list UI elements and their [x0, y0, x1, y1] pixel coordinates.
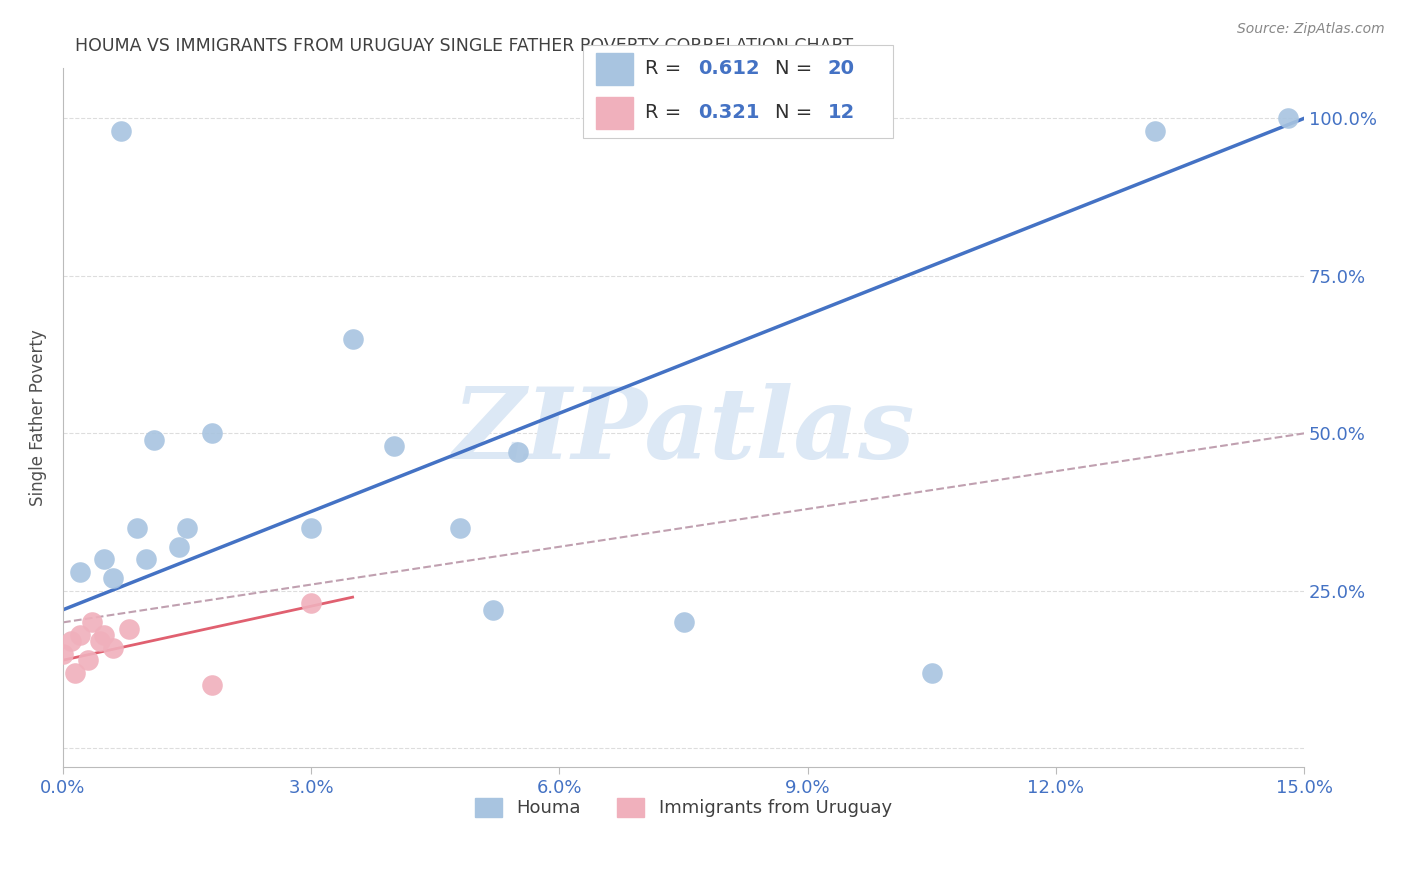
Bar	[596, 53, 633, 85]
Point	[167, 540, 190, 554]
Text: 0.612: 0.612	[697, 60, 759, 78]
Y-axis label: Single Father Poverty: Single Father Poverty	[30, 329, 46, 506]
Text: ZIPatlas: ZIPatlas	[453, 384, 915, 480]
Point	[506, 445, 529, 459]
Point	[118, 622, 141, 636]
FancyBboxPatch shape	[583, 45, 893, 138]
Point	[299, 597, 322, 611]
Text: 12: 12	[828, 103, 855, 121]
Bar	[596, 97, 633, 129]
Legend: Houma, Immigrants from Uruguay: Houma, Immigrants from Uruguay	[468, 791, 900, 825]
Point	[672, 615, 695, 630]
Point	[382, 439, 405, 453]
Point	[482, 603, 505, 617]
Point	[1277, 112, 1299, 126]
Point	[69, 565, 91, 579]
Point	[101, 640, 124, 655]
Text: HOUMA VS IMMIGRANTS FROM URUGUAY SINGLE FATHER POVERTY CORRELATION CHART: HOUMA VS IMMIGRANTS FROM URUGUAY SINGLE …	[76, 37, 853, 55]
Point	[60, 634, 83, 648]
Text: 0.321: 0.321	[697, 103, 759, 121]
Text: R =: R =	[645, 60, 688, 78]
Point	[110, 124, 132, 138]
Point	[65, 665, 87, 680]
Point	[101, 571, 124, 585]
Text: 20: 20	[828, 60, 855, 78]
Point	[69, 628, 91, 642]
Text: Source: ZipAtlas.com: Source: ZipAtlas.com	[1237, 22, 1385, 37]
Point	[76, 653, 98, 667]
Point	[1144, 124, 1167, 138]
Point	[176, 521, 198, 535]
Point	[201, 426, 224, 441]
Point	[201, 678, 224, 692]
Text: N =: N =	[775, 103, 818, 121]
Point	[93, 628, 115, 642]
Point	[127, 521, 149, 535]
Point	[299, 521, 322, 535]
Point	[921, 665, 943, 680]
Point	[52, 647, 75, 661]
Point	[342, 332, 364, 346]
Text: R =: R =	[645, 103, 688, 121]
Text: N =: N =	[775, 60, 818, 78]
Point	[80, 615, 103, 630]
Point	[143, 433, 166, 447]
Point	[135, 552, 157, 566]
Point	[89, 634, 111, 648]
Point	[93, 552, 115, 566]
Point	[449, 521, 471, 535]
